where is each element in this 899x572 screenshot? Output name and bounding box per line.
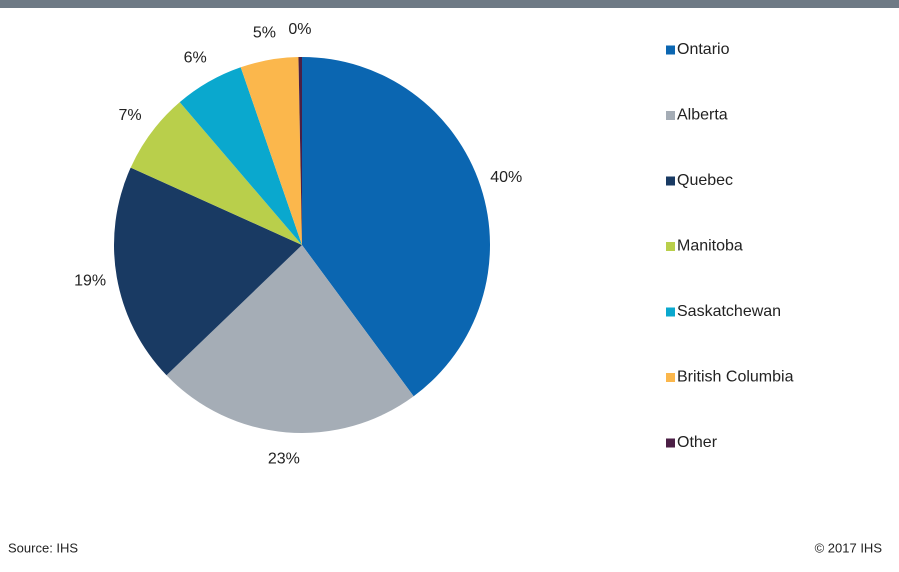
legend-label: British Columbia bbox=[677, 369, 794, 386]
source: Source: IHS bbox=[8, 540, 78, 555]
legend-swatch bbox=[666, 111, 675, 120]
legend-label: Other bbox=[677, 434, 718, 451]
data-label: 7% bbox=[118, 107, 141, 124]
pie-slice bbox=[298, 57, 302, 245]
legend-swatch bbox=[666, 176, 675, 186]
legend-label: Manitoba bbox=[677, 238, 743, 255]
copyright: © 2017 IHS bbox=[815, 540, 883, 555]
data-label: 0% bbox=[288, 21, 311, 38]
legend-swatch bbox=[666, 438, 675, 448]
data-label: 23% bbox=[268, 450, 300, 467]
top-bar bbox=[0, 0, 899, 8]
data-label: 19% bbox=[74, 273, 106, 290]
legend-swatch bbox=[666, 45, 675, 55]
pie-slice bbox=[114, 167, 303, 376]
pie-slice bbox=[302, 57, 490, 397]
legend-label: Ontario bbox=[677, 41, 730, 58]
legend-swatch bbox=[666, 242, 675, 251]
data-label: 6% bbox=[184, 50, 207, 67]
legend-label: Alberta bbox=[677, 107, 728, 124]
legend-label: Saskatchewan bbox=[677, 303, 781, 320]
pie-slice bbox=[130, 102, 302, 245]
pie-slice bbox=[166, 245, 414, 433]
pie-slice bbox=[179, 67, 302, 245]
pie-slice bbox=[240, 57, 302, 245]
legend-swatch bbox=[666, 307, 675, 317]
data-label: 5% bbox=[253, 25, 276, 42]
data-label: 40% bbox=[490, 169, 522, 186]
legend-label: Quebec bbox=[677, 172, 733, 189]
legend-swatch bbox=[666, 373, 675, 382]
